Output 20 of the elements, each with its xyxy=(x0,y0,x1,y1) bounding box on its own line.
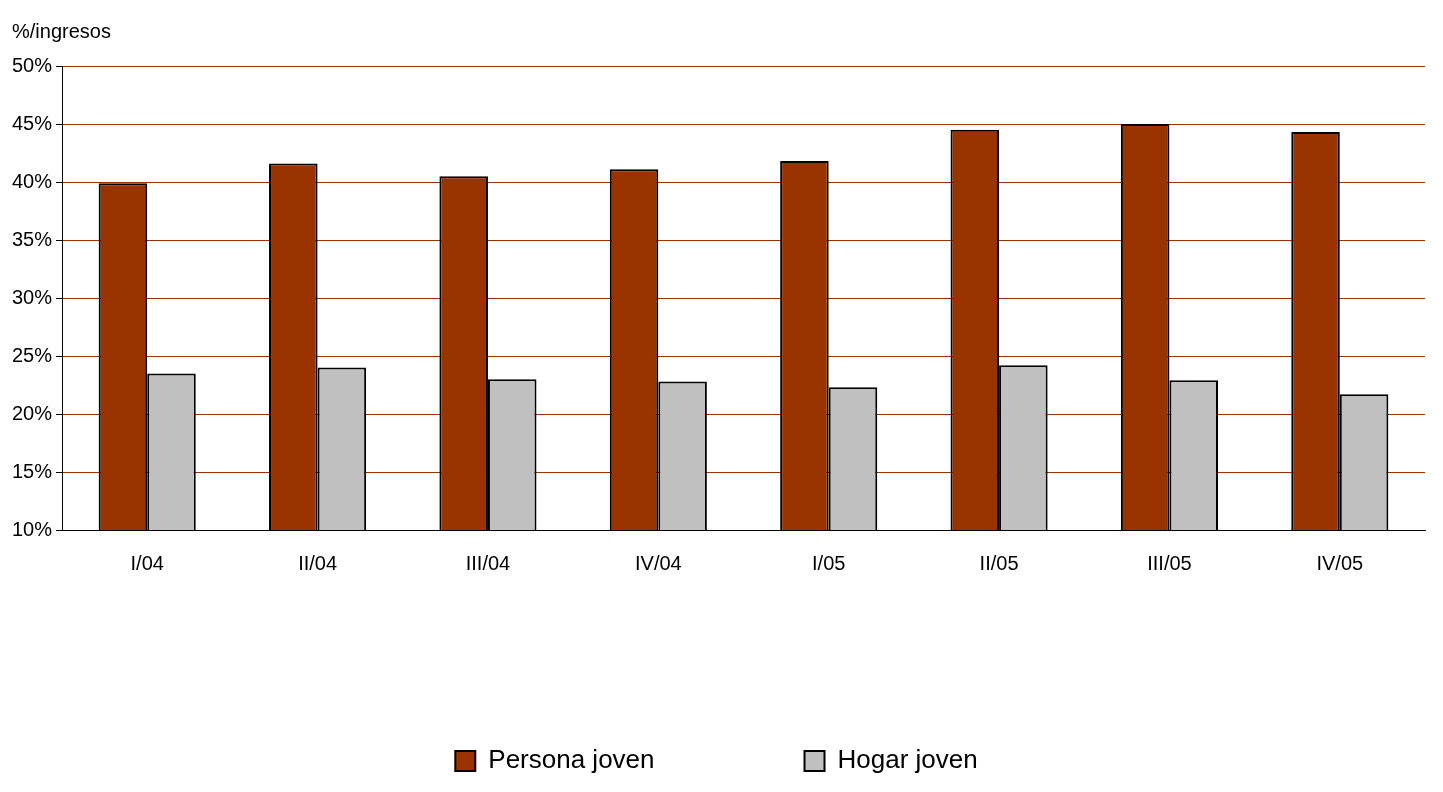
y-tick-label: 50% xyxy=(12,53,53,76)
y-tick-label: 20% xyxy=(12,401,53,424)
y-tick-label: 10% xyxy=(12,517,53,540)
y-tick-label: 40% xyxy=(12,169,53,192)
x-tick-label: IV/05 xyxy=(1316,551,1364,574)
x-tick-label: I/05 xyxy=(812,551,846,574)
y-tick-label: 30% xyxy=(12,285,53,308)
y-tick-label: 15% xyxy=(12,459,53,482)
y-tick-label: 45% xyxy=(12,111,53,134)
x-tick-label: I/04 xyxy=(130,551,164,574)
x-tick-label: II/05 xyxy=(979,551,1019,574)
y-tick-label: 25% xyxy=(12,343,53,366)
legend-label: Persona joven xyxy=(488,744,655,775)
x-tick-label: III/04 xyxy=(465,551,511,574)
y-tick-label: 35% xyxy=(12,227,53,250)
x-tick-label: II/04 xyxy=(298,551,338,574)
legend-label: Hogar joven xyxy=(837,744,978,775)
y-axis-title: %/ingresos xyxy=(12,19,111,42)
x-tick-label: IV/04 xyxy=(634,551,682,574)
x-tick-label: III/05 xyxy=(1147,551,1192,574)
